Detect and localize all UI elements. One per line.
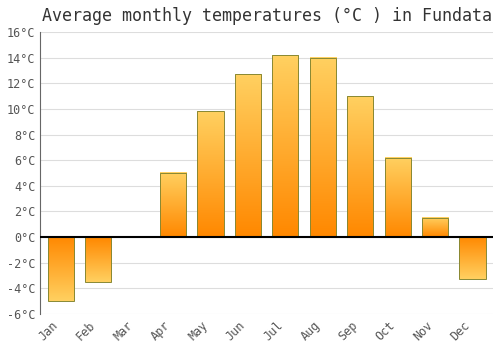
Bar — [198, 112, 224, 237]
Bar — [422, 218, 448, 237]
Bar — [310, 58, 336, 237]
Bar — [347, 96, 374, 237]
Bar — [272, 55, 298, 237]
Bar — [310, 58, 336, 237]
Bar — [235, 74, 261, 237]
Bar — [460, 237, 485, 279]
Bar — [198, 112, 224, 237]
Bar — [384, 158, 410, 237]
Bar — [85, 237, 112, 282]
Bar — [160, 173, 186, 237]
Bar — [85, 237, 112, 282]
Bar — [347, 96, 374, 237]
Bar — [422, 218, 448, 237]
Bar — [272, 55, 298, 237]
Bar — [235, 74, 261, 237]
Bar — [48, 237, 74, 301]
Bar — [160, 173, 186, 237]
Title: Average monthly temperatures (°C ) in Fundata: Average monthly temperatures (°C ) in Fu… — [42, 7, 492, 25]
Bar — [48, 237, 74, 301]
Bar — [460, 237, 485, 279]
Bar — [384, 158, 410, 237]
